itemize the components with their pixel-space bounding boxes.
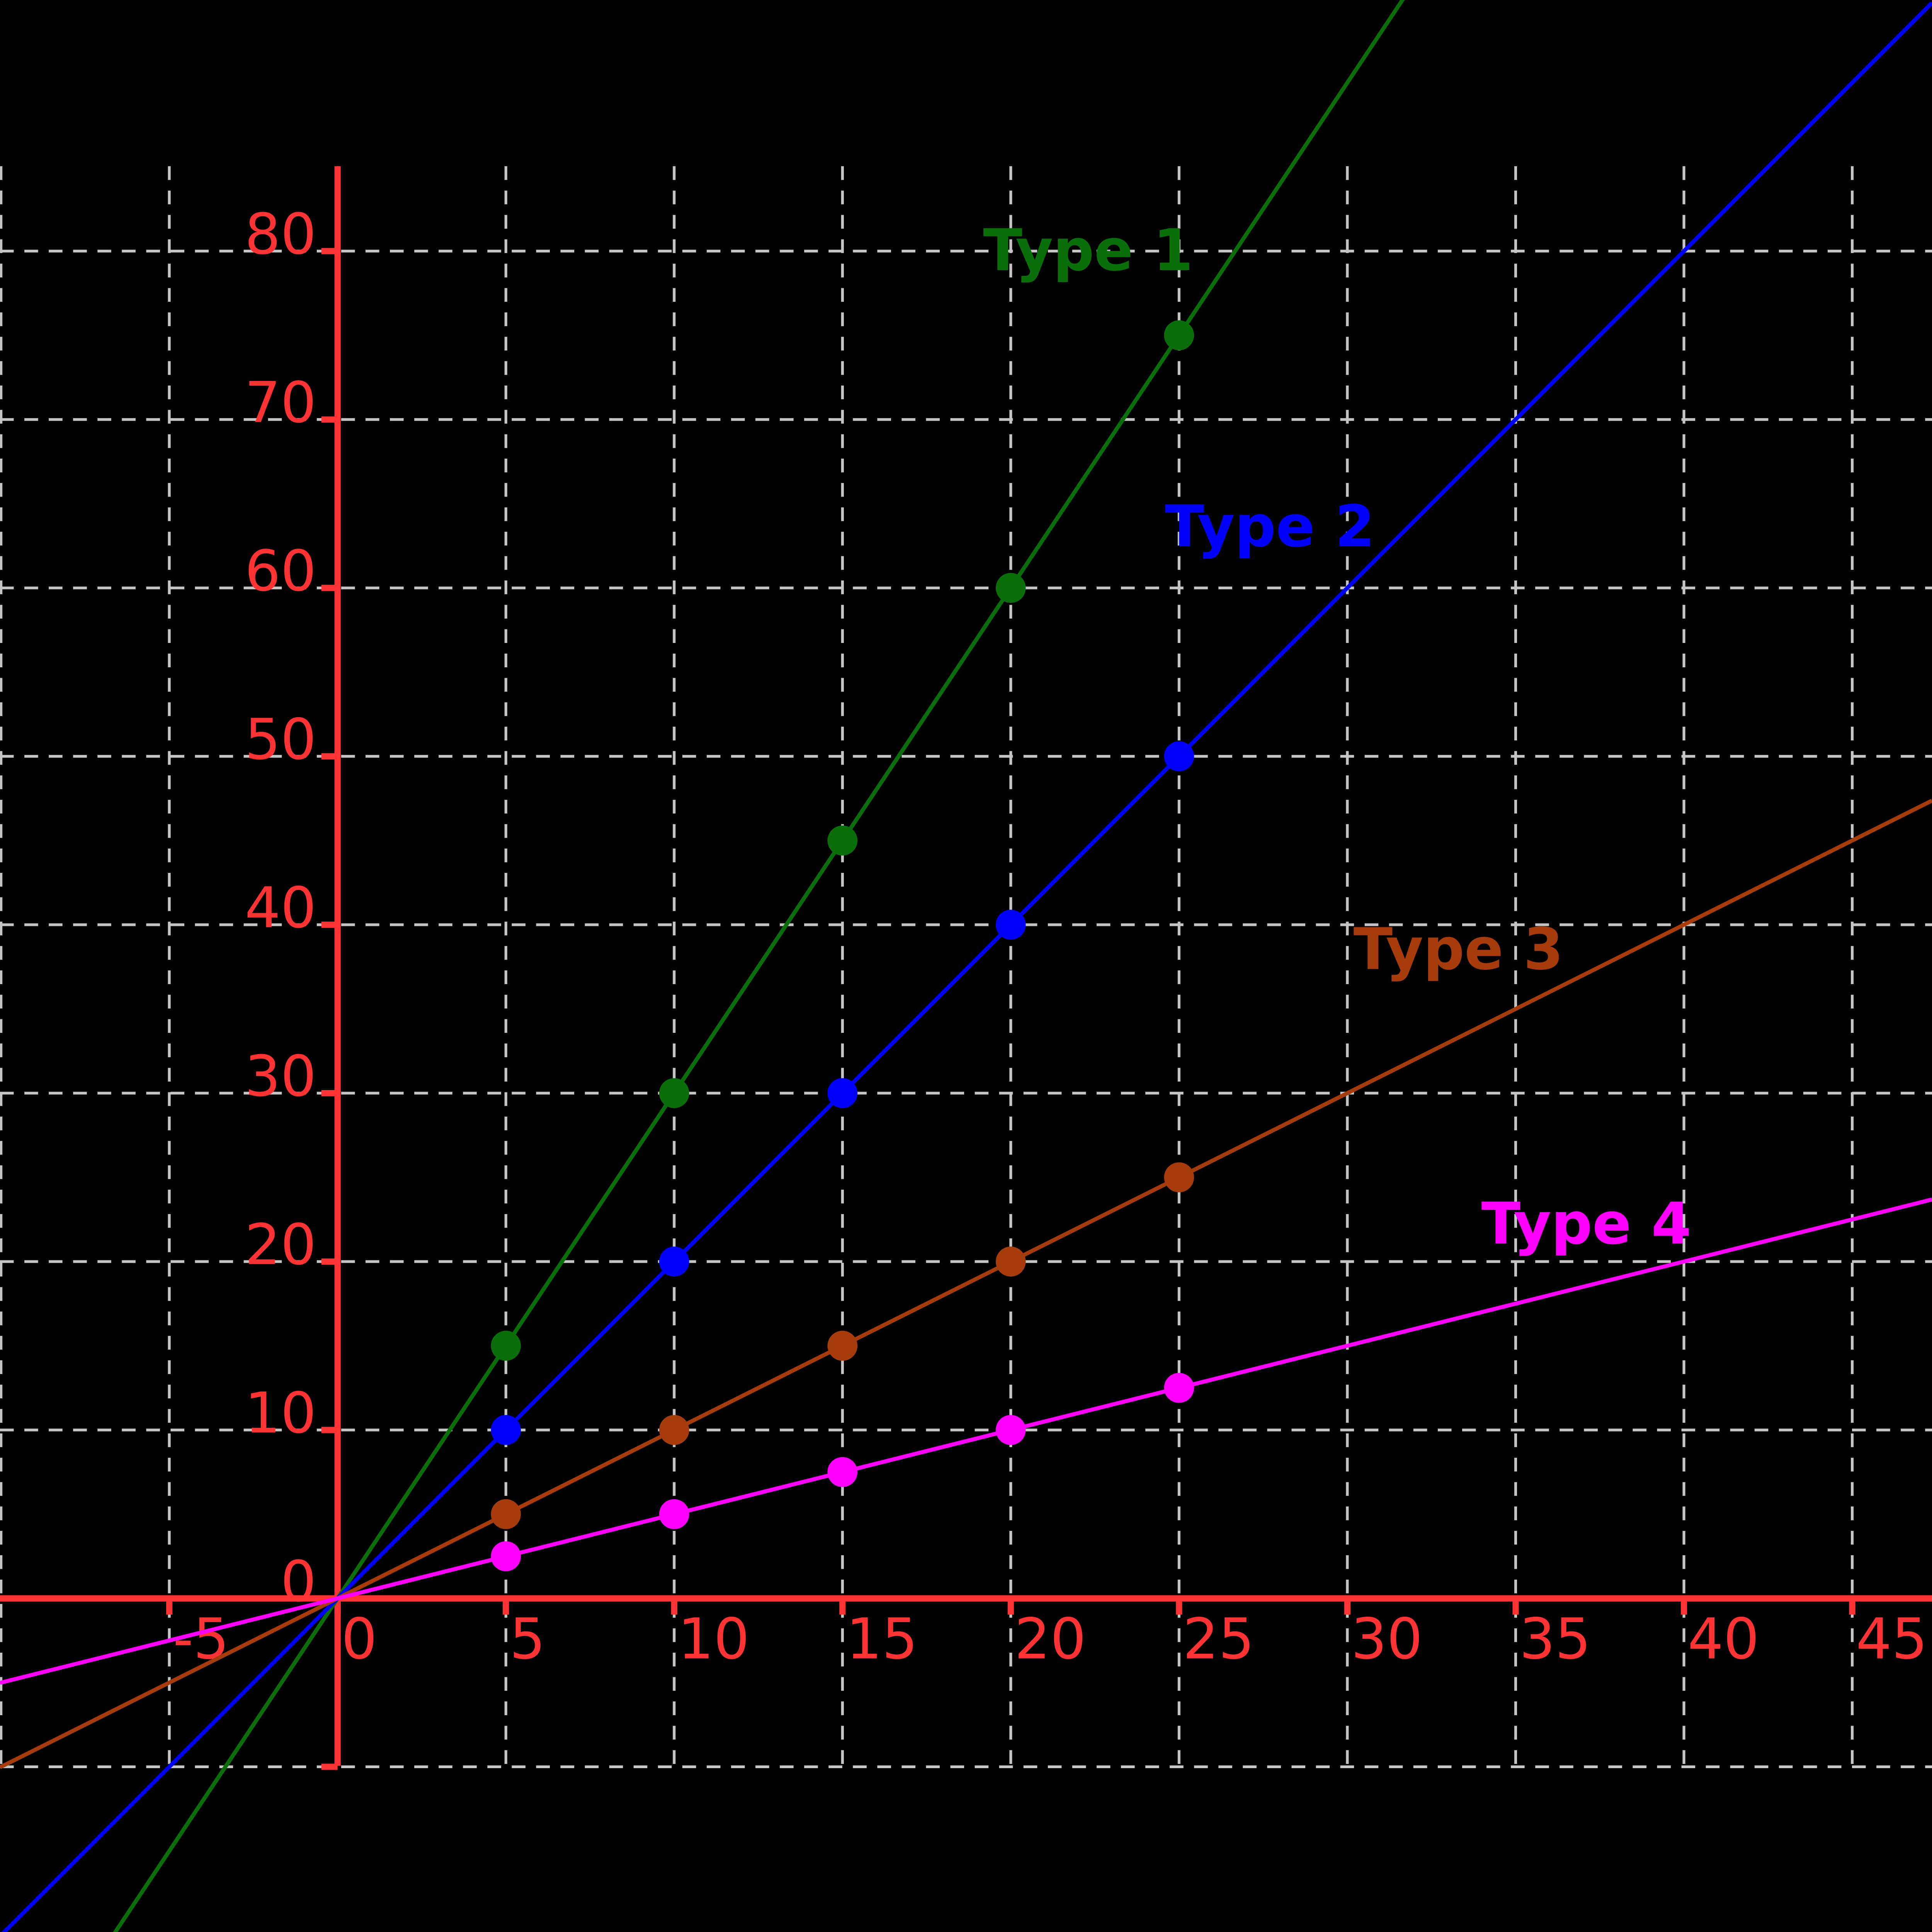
x-tick-label: 45 (1856, 1607, 1927, 1672)
x-tick-label: 35 (1519, 1607, 1591, 1672)
y-tick-label: 70 (245, 370, 316, 435)
data-point-type-2 (827, 1078, 858, 1108)
data-point-type-3 (827, 1331, 858, 1361)
y-tick-label: 30 (245, 1044, 316, 1109)
x-tick-labels: -5 0 5 10 15 20 25 30 35 40 45 (173, 1607, 1928, 1672)
series-label-type-3: Type 3 (1354, 916, 1564, 983)
x-tick-label: 20 (1015, 1607, 1086, 1672)
y-tick-label: 80 (245, 202, 316, 267)
series-type-3: Type 3 (0, 799, 1932, 1769)
data-point-type-2 (996, 910, 1026, 940)
x-tick-label: 10 (678, 1607, 749, 1672)
data-point-type-3 (659, 1415, 689, 1445)
data-point-type-4 (1164, 1372, 1194, 1403)
y-tick-label: 20 (245, 1212, 316, 1277)
data-point-type-1 (659, 1078, 689, 1108)
data-point-type-4 (827, 1457, 858, 1487)
data-point-type-1 (1164, 320, 1194, 350)
data-point-type-2 (1164, 741, 1194, 772)
series-label-type-2: Type 2 (1165, 493, 1375, 560)
data-point-type-2 (659, 1247, 689, 1277)
data-point-type-3 (996, 1247, 1026, 1277)
y-tick-label: 10 (245, 1381, 316, 1446)
series-type-4: Type 4 (0, 1190, 1932, 1685)
x-tick-label: 40 (1688, 1607, 1759, 1672)
plot-background (0, 166, 1932, 1766)
x-tick-label: 25 (1183, 1607, 1254, 1672)
y-tick-label: 40 (245, 876, 316, 941)
data-point-type-2 (491, 1415, 521, 1445)
y-tick-label: 50 (245, 707, 316, 772)
series-label-type-1: Type 1 (983, 217, 1193, 284)
y-tick-label: 60 (245, 539, 316, 604)
series-line-type-4 (0, 1197, 1932, 1685)
axis-tick-marks (166, 248, 1855, 1770)
data-point-type-1 (996, 573, 1026, 603)
data-point-type-3 (1164, 1162, 1194, 1192)
data-point-type-1 (491, 1331, 521, 1361)
data-point-type-1 (827, 825, 858, 856)
data-point-type-4 (491, 1541, 521, 1571)
data-point-type-4 (996, 1415, 1026, 1445)
data-point-type-3 (491, 1499, 521, 1529)
x-tick-label: 5 (510, 1607, 546, 1672)
x-tick-label: 0 (341, 1607, 377, 1672)
series-label-type-4: Type 4 (1481, 1190, 1691, 1257)
data-point-type-4 (659, 1499, 689, 1529)
x-tick-label: 15 (846, 1607, 918, 1672)
series-line-type-3 (0, 799, 1932, 1769)
x-tick-label: 30 (1351, 1607, 1423, 1672)
